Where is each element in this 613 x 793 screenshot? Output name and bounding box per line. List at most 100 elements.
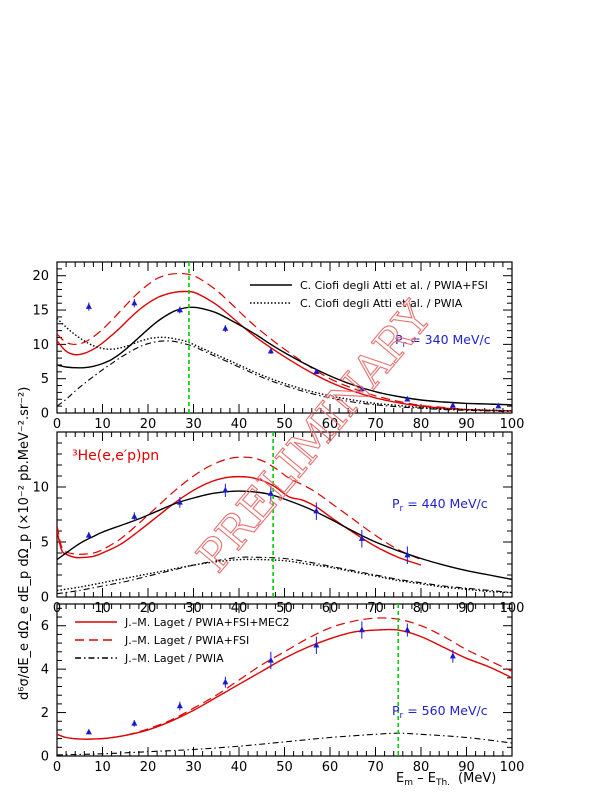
triangle-marker	[131, 299, 138, 306]
x-axis-label-mid: – E	[413, 771, 436, 786]
x-tick-label: 70	[367, 417, 384, 432]
data-point	[176, 306, 183, 314]
triangle-marker	[404, 395, 411, 402]
series-laget-full	[57, 475, 422, 566]
legend-label: J.–M. Laget / PWIA+FSI	[124, 634, 249, 647]
momentum-label: Pr = 440 MeV/c	[392, 496, 488, 514]
legend: C. Ciofi degli Atti et al. / PWIA+FSI C. …	[250, 279, 488, 310]
legend: J.–M. Laget / PWIA+FSI+MEC2 J.–M. Laget /…	[75, 616, 290, 665]
x-tick-label: 10	[94, 760, 111, 775]
x-tick-label: 20	[140, 417, 157, 432]
x-tick-label: 90	[458, 760, 475, 775]
x-axis-label-sub2: Th.	[435, 778, 450, 788]
panel-bottom: 0 10 20 30 40 50 60 70 80 90 100 0 2 4 6 Pr = 560 MeV/c…	[41, 603, 524, 775]
x-tick-label: 60	[322, 417, 339, 432]
series-laget-pwia	[57, 556, 512, 595]
y-tick-label: 15	[32, 304, 49, 319]
data-point	[131, 719, 138, 727]
x-tick-label: 70	[367, 760, 384, 775]
x-tick-label: 80	[413, 760, 430, 775]
triangle-marker	[267, 490, 274, 496]
y-tick-label: 10	[32, 338, 49, 353]
data-point	[85, 728, 92, 735]
x-tick-label: 30	[185, 760, 202, 775]
data-point	[222, 676, 229, 688]
triangle-marker	[85, 303, 92, 309]
x-tick-label: 50	[276, 760, 293, 775]
x-tick-label: 50	[276, 417, 293, 432]
triangle-marker	[176, 306, 183, 313]
data-point	[131, 299, 138, 308]
triangle-marker	[313, 368, 320, 375]
y-tick-label: 0	[41, 591, 49, 606]
series-ciofi-pwia	[57, 558, 512, 594]
triangle-marker	[358, 626, 365, 633]
legend-label: J.–M. Laget / PWIA	[124, 652, 224, 665]
series-laget-nomec	[57, 272, 512, 412]
series-laget-pwia	[57, 340, 512, 413]
data-point	[222, 483, 229, 497]
x-tick-label: 0	[53, 760, 61, 775]
y-tick-label: 0	[41, 750, 49, 765]
data-point	[131, 512, 138, 522]
triangle-marker	[449, 652, 456, 659]
data-point	[85, 302, 92, 311]
triangle-marker	[449, 401, 456, 408]
y-tick-label: 5	[41, 536, 49, 551]
data-point	[313, 368, 320, 375]
y-tick-label: 5	[41, 372, 49, 387]
y-tick-label: 0	[41, 407, 49, 422]
reaction-label: ³He(e,e′p)pn	[72, 448, 159, 464]
data-point	[449, 401, 456, 408]
triangle-marker	[85, 531, 92, 538]
triangle-marker	[222, 678, 229, 685]
triangle-marker	[131, 719, 138, 726]
triangle-marker	[404, 551, 411, 558]
triangle-marker	[313, 507, 320, 514]
x-tick-label: 0	[53, 417, 61, 432]
y-tick-label: 4	[41, 663, 49, 678]
data-point	[404, 395, 411, 402]
x-tick-label: 80	[413, 417, 430, 432]
legend-label: C. Ciofi degli Atti et al. / PWIA+FSI	[300, 279, 488, 292]
y-tick-label: 10	[32, 481, 49, 496]
triangle-marker	[495, 402, 502, 409]
y-axis-label: d⁶σ/dE_e dΩ_e dE_p dΩ_p (×10⁻² pb.MeV⁻².…	[17, 387, 32, 700]
x-axis-label: Em – ETh. (MeV)	[396, 771, 496, 788]
triangle-marker	[404, 626, 411, 633]
watermark-preliminary: PRELIMINARY	[187, 292, 442, 582]
triangle-marker	[222, 486, 229, 493]
triangle-marker	[222, 325, 229, 331]
y-tick-label: 20	[32, 269, 49, 284]
x-tick-label: 100	[500, 417, 525, 432]
triangle-marker	[358, 535, 365, 541]
data-point	[495, 402, 502, 409]
x-tick-label: 40	[231, 760, 248, 775]
data-point	[85, 531, 92, 539]
triangle-marker	[313, 641, 320, 648]
data-point	[358, 385, 365, 392]
data-point	[404, 623, 411, 637]
triangle-marker	[358, 385, 365, 392]
data-point	[313, 502, 320, 520]
x-tick-label: 40	[231, 417, 248, 432]
curves	[57, 272, 512, 413]
series-laget-nomec	[57, 456, 422, 561]
legend-label: J.–M. Laget / PWIA+FSI+MEC2	[124, 616, 290, 629]
data-point	[358, 621, 365, 639]
x-tick-label: 60	[322, 760, 339, 775]
series-ciofi-fsi	[57, 306, 512, 406]
triangle-marker	[131, 513, 138, 519]
legend-label: C. Ciofi degli Atti et al. / PWIA	[300, 297, 463, 310]
momentum-label: Pr = 340 MeV/c	[395, 332, 491, 350]
x-axis-label-sub1: m	[404, 778, 413, 788]
triangle-marker	[267, 347, 274, 354]
series-laget-full	[57, 290, 512, 412]
triangle-marker	[176, 498, 183, 505]
x-tick-label: 10	[94, 417, 111, 432]
series-laget-pwia	[57, 732, 512, 756]
triangle-marker	[85, 728, 92, 735]
triangle-marker	[267, 656, 274, 663]
data-point	[449, 649, 456, 663]
